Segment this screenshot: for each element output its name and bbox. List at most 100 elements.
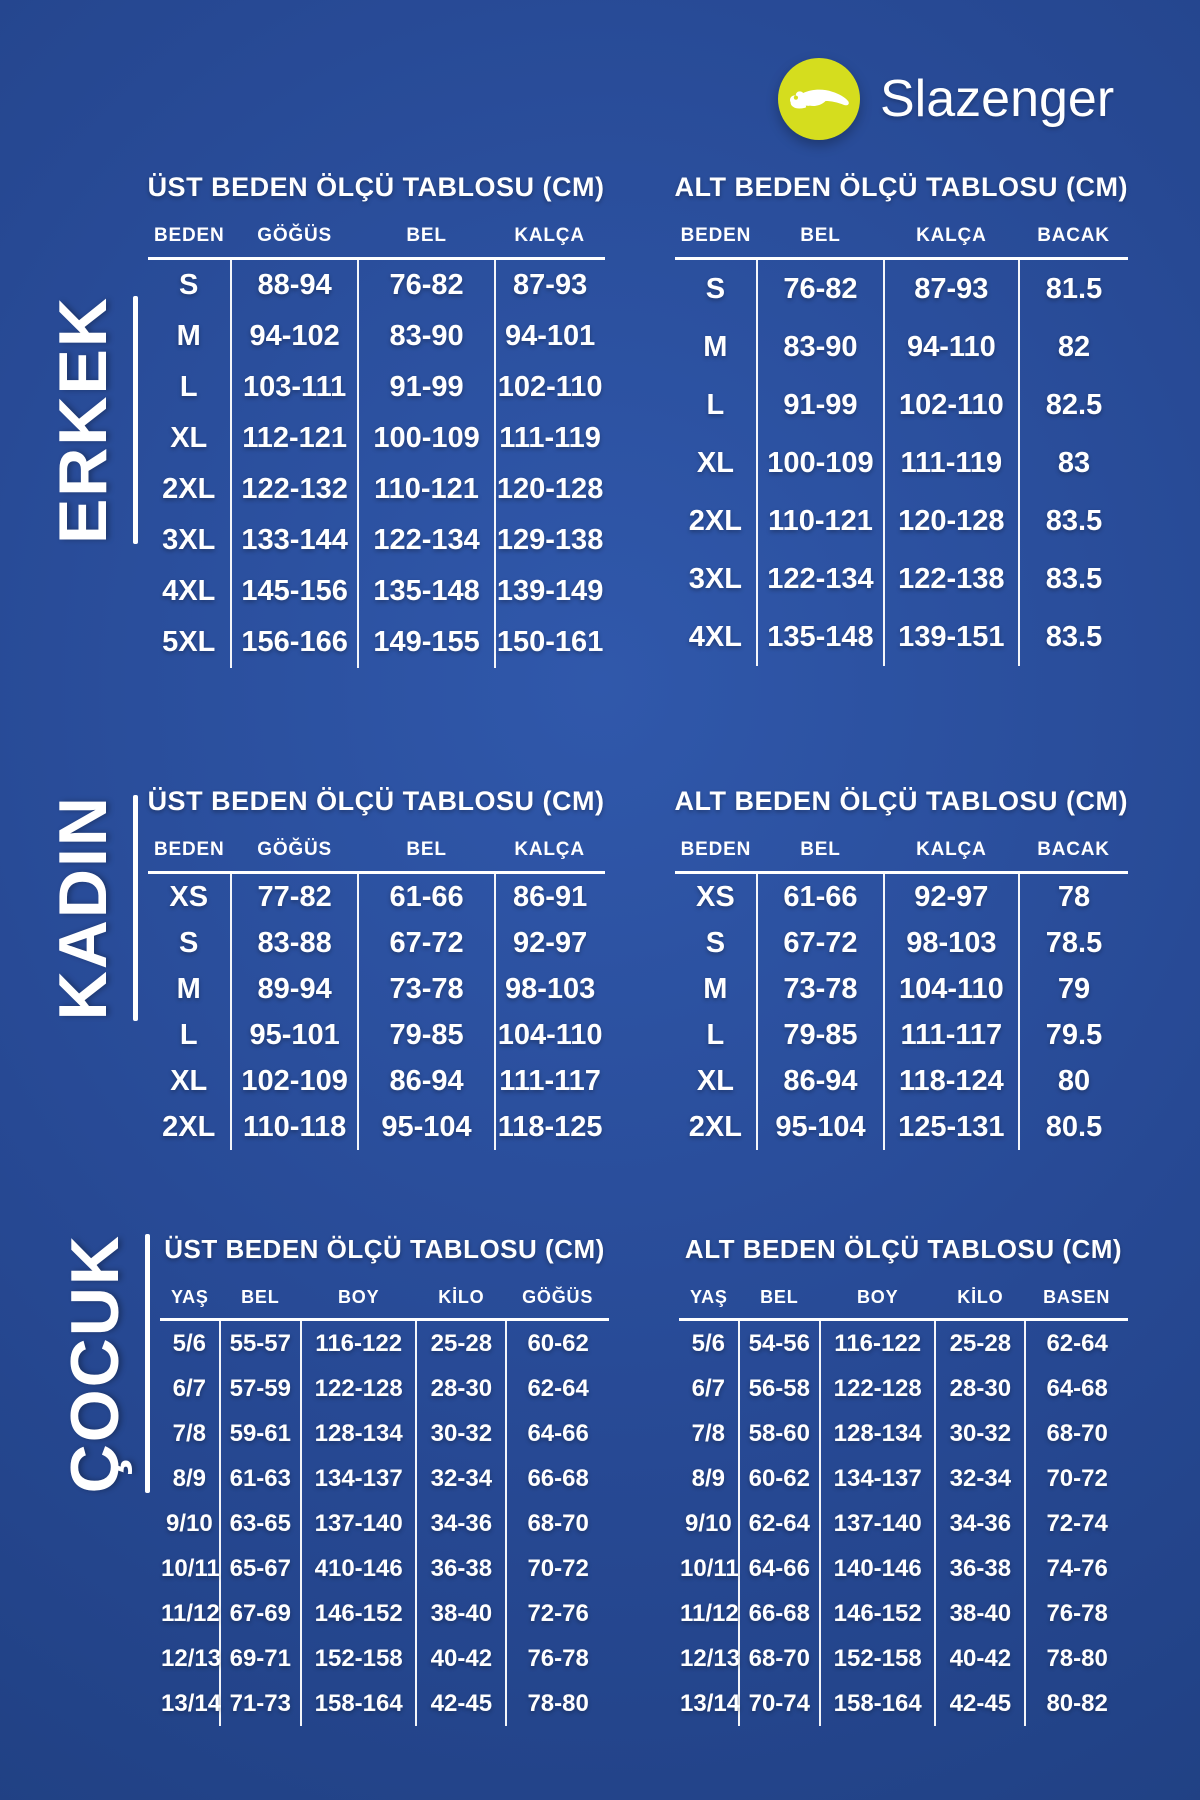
cell: 83-90 bbox=[756, 318, 884, 376]
table-row: 9/10 62-64 137-140 34-36 72-74 bbox=[679, 1501, 1128, 1546]
cell: L bbox=[706, 388, 725, 421]
cell: 70-72 bbox=[1024, 1456, 1128, 1501]
cell: 120-128 bbox=[882, 492, 1019, 550]
size-table: ALT BEDEN ÖLÇÜ TABLOSU (CM) BEDEN BEL KALÇ… bbox=[674, 786, 1128, 1150]
cell: 83 bbox=[1017, 434, 1128, 492]
table-row: 8/9 61-63 134-137 32-34 66-68 bbox=[160, 1456, 609, 1501]
column-header: YAŞ bbox=[160, 1287, 220, 1321]
brand-name: Slazenger bbox=[880, 70, 1115, 128]
table-row: 4XL 145-156 135-148 139-149 bbox=[148, 566, 605, 617]
cell: 4XL bbox=[162, 575, 216, 607]
section-label: ERKEK bbox=[44, 295, 121, 545]
table-row: 10/11 64-66 140-146 36-38 74-76 bbox=[679, 1546, 1128, 1591]
cell: 2XL bbox=[162, 1110, 216, 1143]
table-row: L 95-101 79-85 104-110 bbox=[148, 1012, 605, 1058]
panther-icon bbox=[778, 58, 860, 140]
cell: 59-61 bbox=[218, 1411, 301, 1456]
cell: XL bbox=[170, 1064, 208, 1097]
table-row: L 103-111 91-99 102-110 bbox=[148, 362, 605, 413]
table-row: 4XL 135-148 139-151 83.5 bbox=[675, 608, 1128, 666]
cell: M bbox=[703, 972, 728, 1005]
cell: 78.5 bbox=[1017, 920, 1128, 966]
table-header: BEDEN BEL KALÇA BACAK bbox=[674, 839, 1128, 874]
cell: 76-78 bbox=[1024, 1591, 1128, 1636]
table-row: 8/9 60-62 134-137 32-34 70-72 bbox=[679, 1456, 1128, 1501]
cell: 102-109 bbox=[229, 1058, 359, 1104]
cell: 57-59 bbox=[218, 1366, 301, 1411]
cell: 91-99 bbox=[357, 362, 495, 413]
cell: 135-148 bbox=[756, 608, 884, 666]
cell: 94-110 bbox=[882, 318, 1019, 376]
table-row: 12/13 68-70 152-158 40-42 78-80 bbox=[679, 1636, 1128, 1681]
cell: 76-82 bbox=[357, 258, 495, 311]
table-row: XS 61-66 92-97 78 bbox=[675, 872, 1128, 920]
cell: XS bbox=[169, 880, 209, 913]
cell: 152-158 bbox=[299, 1636, 417, 1681]
table-row: S 83-88 67-72 92-97 bbox=[148, 920, 605, 966]
table-header: BEDEN BEL KALÇA BACAK bbox=[674, 225, 1128, 260]
cell: 80 bbox=[1017, 1058, 1128, 1104]
table-title: ALT BEDEN ÖLÇÜ TABLOSU (CM) bbox=[684, 1234, 1123, 1264]
section-tables: ÜST BEDEN ÖLÇÜ TABLOSU (CM) BEDEN GÖĞÜS BE… bbox=[138, 786, 1200, 1150]
cell: 137-140 bbox=[818, 1501, 936, 1546]
cell: 12/13 bbox=[161, 1644, 222, 1672]
cell: 79-85 bbox=[756, 1012, 884, 1058]
cell: 111-117 bbox=[882, 1012, 1019, 1058]
slazenger-logo: Slazenger bbox=[778, 58, 1114, 140]
table-title: ÜST BEDEN ÖLÇÜ TABLOSU (CM) bbox=[147, 172, 605, 202]
cell: 89-94 bbox=[229, 966, 359, 1012]
cell: 2XL bbox=[162, 473, 216, 505]
section-label: KADIN bbox=[44, 795, 121, 1021]
cell: 77-82 bbox=[229, 872, 359, 920]
cell: 145-156 bbox=[229, 566, 359, 617]
cell: 120-128 bbox=[493, 464, 605, 515]
cell: 11/12 bbox=[680, 1599, 739, 1627]
size-table: ÜST BEDEN ÖLÇÜ TABLOSU (CM) YAŞ BEL BOY KİL… bbox=[160, 1234, 609, 1753]
table-row: M 83-90 94-110 82 bbox=[675, 318, 1128, 376]
table-row: XL 112-121 100-109 111-119 bbox=[148, 413, 605, 464]
table-row: 13/14 70-74 158-164 42-45 80-82 bbox=[679, 1681, 1128, 1726]
size-table: ALT BEDEN ÖLÇÜ TABLOSU (CM) YAŞ BEL BOY KİL… bbox=[679, 1234, 1128, 1753]
cell: 139-151 bbox=[882, 608, 1019, 666]
cell: 68-70 bbox=[737, 1636, 820, 1681]
cell: 100-109 bbox=[756, 434, 884, 492]
cell: 56-58 bbox=[737, 1366, 820, 1411]
cell: 125-131 bbox=[882, 1104, 1019, 1150]
cell: 32-34 bbox=[415, 1456, 507, 1501]
cell: 78-80 bbox=[505, 1681, 609, 1726]
cell: 9/10 bbox=[684, 1509, 732, 1537]
cell: 110-118 bbox=[229, 1104, 359, 1150]
cell: 128-134 bbox=[818, 1411, 936, 1456]
cell: S bbox=[705, 926, 726, 959]
cell: 8/9 bbox=[172, 1464, 207, 1492]
size-section-kadin: KADIN ÜST BEDEN ÖLÇÜ TABLOSU (CM) BEDEN G… bbox=[0, 786, 1200, 1150]
cell: 34-36 bbox=[415, 1501, 507, 1546]
table-header: YAŞ BEL BOY KİLO BASEN bbox=[679, 1287, 1128, 1321]
cell: 83.5 bbox=[1017, 550, 1128, 608]
table-header: BEDEN GÖĞÜS BEL KALÇA bbox=[147, 225, 605, 260]
cell: 79-85 bbox=[357, 1012, 495, 1058]
cell: 67-72 bbox=[357, 920, 495, 966]
table-row: 2XL 122-132 110-121 120-128 bbox=[148, 464, 605, 515]
cell: 9/10 bbox=[165, 1509, 213, 1537]
cell: S bbox=[705, 272, 726, 305]
column-header: BEL bbox=[219, 1287, 301, 1321]
cell: 68-70 bbox=[505, 1501, 609, 1546]
cell: 62-64 bbox=[505, 1366, 609, 1411]
column-header: BEL bbox=[738, 1287, 820, 1321]
table-header: YAŞ BEL BOY KİLO GÖĞÜS bbox=[160, 1287, 609, 1321]
cell: M bbox=[176, 972, 201, 1005]
cell: 6/7 bbox=[691, 1374, 726, 1402]
cell: 69-71 bbox=[218, 1636, 301, 1681]
table-row: S 67-72 98-103 78.5 bbox=[675, 920, 1128, 966]
cell: 62-64 bbox=[1024, 1319, 1128, 1366]
cell: 95-101 bbox=[229, 1012, 359, 1058]
cell: 76-82 bbox=[756, 258, 884, 318]
cell: 40-42 bbox=[934, 1636, 1026, 1681]
table-row: 2XL 110-118 95-104 118-125 bbox=[148, 1104, 605, 1150]
cell: 64-68 bbox=[1024, 1366, 1128, 1411]
cell: 83-90 bbox=[357, 311, 495, 362]
size-table: ÜST BEDEN ÖLÇÜ TABLOSU (CM) BEDEN GÖĞÜS BE… bbox=[147, 172, 605, 668]
cell: 88-94 bbox=[229, 258, 359, 311]
cell: 32-34 bbox=[934, 1456, 1026, 1501]
